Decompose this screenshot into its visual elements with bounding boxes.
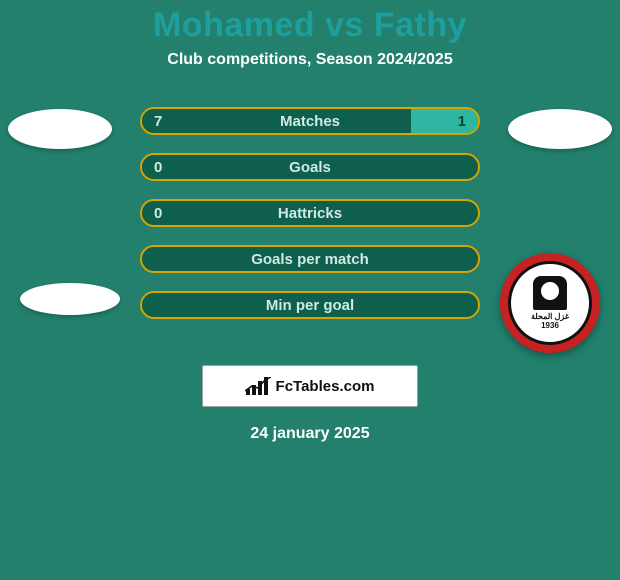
page-title: Mohamed vs Fathy — [0, 6, 620, 45]
stat-bar-left-fill — [142, 247, 478, 271]
stat-bar-left-fill — [142, 293, 478, 317]
brand-chart-icon — [246, 377, 268, 395]
date-text: 24 january 2025 — [0, 425, 620, 443]
club-badge-year: 1936 — [541, 321, 559, 330]
player-left-crest-secondary — [20, 283, 120, 315]
club-badge: غزل المحلة 1936 — [500, 253, 600, 353]
player-left-crest — [8, 109, 112, 149]
stat-bars: Matches71 Goals0 Hattricks0 Goals per match… — [140, 107, 480, 337]
stat-bar-row: Matches71 — [140, 107, 480, 135]
stat-bar-left-fill — [142, 155, 478, 179]
stat-bar-row: Hattricks0 — [140, 199, 480, 227]
club-badge-inner: غزل المحلة 1936 — [508, 261, 592, 345]
stat-bar-row: Min per goal — [140, 291, 480, 319]
club-badge-text: غزل المحلة — [531, 312, 569, 321]
stat-bar-right-fill — [411, 109, 478, 133]
comparison-area: Matches71 Goals0 Hattricks0 Goals per match… — [0, 107, 620, 347]
stat-bar-left-fill — [142, 201, 478, 225]
club-badge-icon — [533, 276, 567, 310]
brand-text: FcTables.com — [276, 378, 375, 395]
brand-box: FcTables.com — [202, 365, 418, 407]
stat-bar-row: Goals per match — [140, 245, 480, 273]
subtitle: Club competitions, Season 2024/2025 — [0, 51, 620, 69]
stat-bar-row: Goals0 — [140, 153, 480, 181]
stat-bar-left-fill — [142, 109, 411, 133]
comparison-infographic: Mohamed vs Fathy Club competitions, Seas… — [0, 0, 620, 580]
player-right-crest — [508, 109, 612, 149]
